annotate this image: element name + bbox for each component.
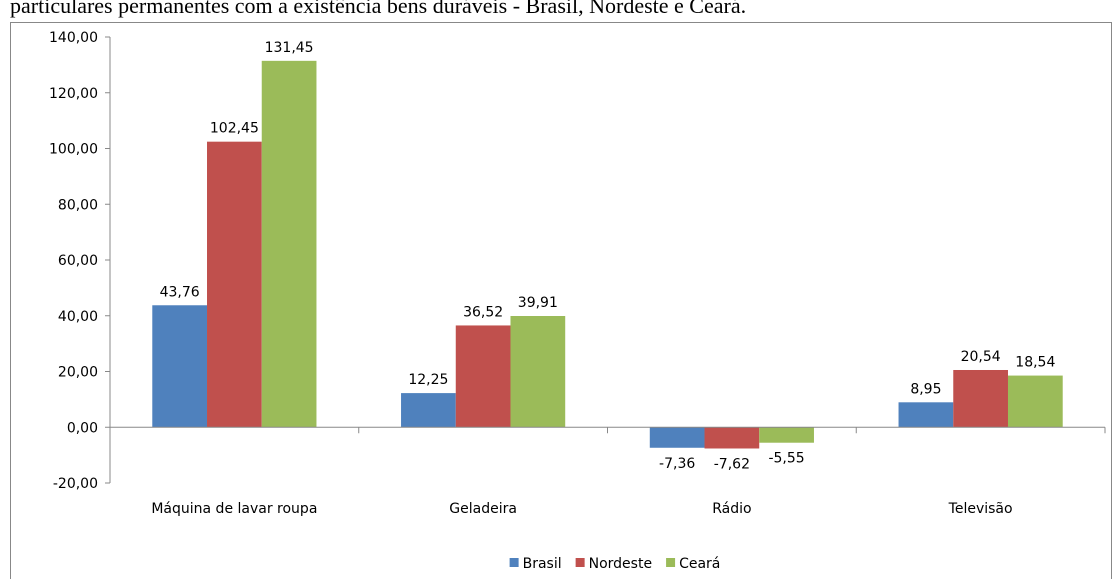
y-tick-label: 20,00 — [58, 365, 98, 381]
data-label: -7,36 — [659, 456, 695, 472]
bar — [759, 427, 814, 443]
x-tick-label: Geladeira — [449, 501, 517, 517]
data-label: 102,45 — [210, 121, 259, 137]
x-tick-label: Rádio — [712, 501, 751, 517]
bar — [704, 427, 760, 449]
data-label: 36,52 — [463, 304, 503, 320]
bar — [152, 305, 208, 428]
legend-label: Brasil — [523, 556, 562, 572]
data-label: 12,25 — [408, 372, 448, 388]
data-label: 18,54 — [1015, 355, 1055, 371]
bar — [953, 369, 1008, 428]
bar — [510, 316, 566, 428]
legend-label: Nordeste — [589, 556, 652, 572]
y-tick-label: -20,00 — [53, 476, 98, 492]
y-tick-label: 40,00 — [58, 309, 98, 325]
y-tick-label: 100,00 — [49, 142, 98, 158]
y-tick-label: 120,00 — [49, 86, 98, 102]
data-label: 20,54 — [961, 349, 1001, 365]
bar — [1007, 375, 1063, 428]
chart-title: particulares permanentes com a existênci… — [10, 0, 746, 18]
data-label: 39,91 — [518, 295, 558, 311]
y-tick-label: 60,00 — [58, 253, 98, 269]
bar — [455, 325, 511, 428]
data-label: 43,76 — [160, 284, 200, 300]
data-label: 131,45 — [265, 40, 314, 56]
data-label: -7,62 — [714, 456, 750, 472]
bar — [401, 393, 456, 428]
bar — [898, 402, 954, 428]
legend-swatch — [666, 558, 676, 567]
legend-swatch — [575, 558, 585, 567]
data-label: 8,95 — [910, 381, 941, 397]
bar — [207, 141, 262, 428]
x-tick-label: Máquina de lavar roupa — [151, 501, 317, 517]
y-tick-label: 140,00 — [49, 30, 98, 46]
bar — [649, 427, 705, 448]
legend-swatch — [509, 558, 519, 567]
data-label: -5,55 — [768, 451, 804, 467]
bar — [261, 60, 317, 428]
y-tick-label: 80,00 — [58, 197, 98, 213]
chart-border — [10, 22, 1112, 579]
y-tick-label: 0,00 — [67, 420, 98, 436]
x-tick-label: Televisão — [948, 501, 1013, 517]
legend-label: Ceará — [679, 556, 720, 572]
